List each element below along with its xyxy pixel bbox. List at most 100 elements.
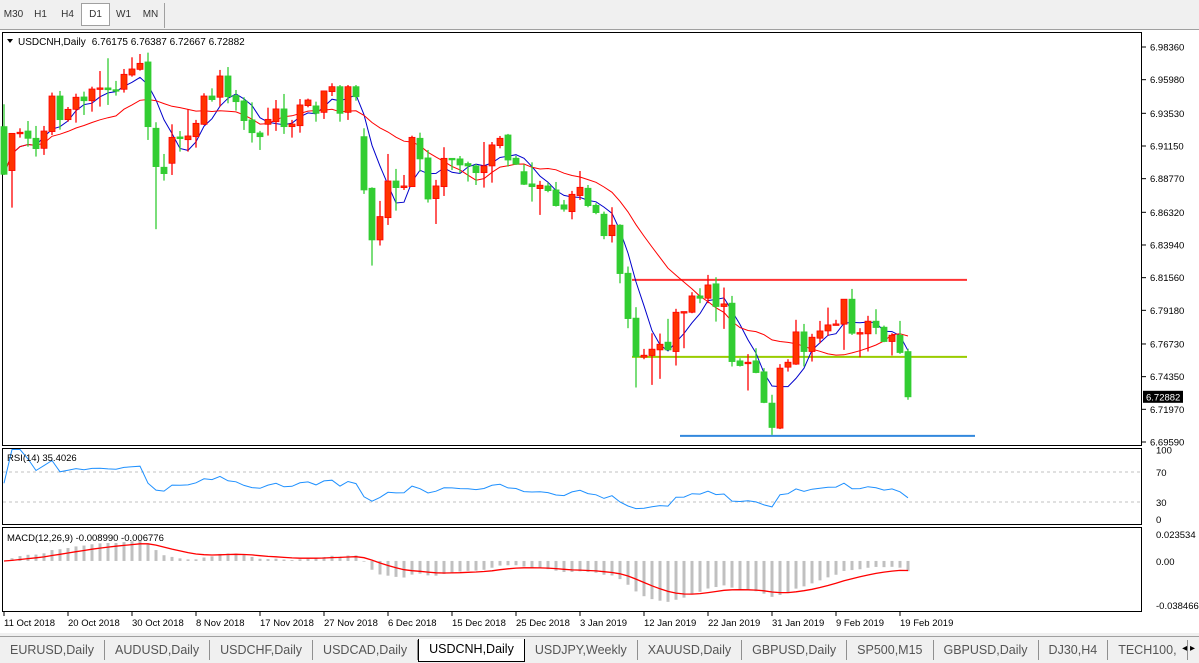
collapse-triangle-icon[interactable]	[7, 39, 13, 43]
macd-histogram-bar	[322, 557, 326, 561]
rsi-line	[3, 449, 909, 510]
macd-histogram-bar	[690, 560, 694, 595]
macd-histogram-bar	[146, 544, 150, 561]
chart-title: USDCNH,Daily	[18, 37, 86, 48]
macd-histogram-bar	[866, 560, 870, 568]
timeframe-m30[interactable]: M30	[3, 9, 24, 20]
tab-audusd-daily[interactable]: AUDUSD,Daily	[105, 640, 211, 660]
macd-histogram-bar	[658, 560, 662, 601]
macd-histogram-bar	[426, 560, 430, 576]
chart-canvas[interactable]: 6.98360 6.95980 6.93530 6.91150 6.88770 6.863…	[0, 30, 1199, 633]
candle-body	[104, 87, 112, 91]
tab-usdchf-daily[interactable]: USDCHF,Daily	[210, 640, 314, 660]
price-axis-label: 6.88770	[1150, 174, 1184, 185]
candle	[192, 119, 200, 148]
tab-gbpusd-daily-2[interactable]: GBPUSD,Daily	[934, 640, 1039, 660]
macd-histogram-bar	[786, 560, 790, 593]
candle	[792, 319, 800, 365]
candle	[648, 333, 656, 385]
macd-histogram-bar	[586, 560, 590, 572]
tab-sp500-m15[interactable]: SP500,M15	[847, 640, 934, 660]
candle	[392, 168, 400, 211]
candle	[168, 124, 176, 175]
candle-body	[320, 90, 328, 113]
tab-usdjpy-weekly[interactable]: USDJPY,Weekly	[525, 640, 638, 660]
timeframe-mn[interactable]: MN	[142, 9, 159, 20]
candle-body	[496, 137, 504, 146]
candle-body	[432, 185, 440, 199]
tab-usdcnh-daily[interactable]: USDCNH,Daily	[418, 638, 525, 662]
candle	[872, 309, 880, 335]
macd-histogram-bar	[882, 560, 886, 568]
candle	[592, 203, 600, 215]
macd-histogram-bar	[26, 554, 30, 561]
timeframe-d1[interactable]: D1	[81, 3, 110, 26]
tabs-scroll-arrows-icon[interactable]: ◂ ▸	[1182, 643, 1195, 654]
candle	[472, 163, 480, 185]
candle-body	[184, 135, 192, 141]
candle	[408, 135, 416, 188]
candle	[272, 99, 280, 131]
candle	[584, 184, 592, 208]
candle-body	[24, 130, 32, 139]
macd-histogram-bar	[458, 560, 462, 572]
timeframe-h4[interactable]: H4	[61, 9, 74, 20]
candle-body	[64, 108, 72, 121]
candle-body	[856, 332, 864, 335]
current-price-marker	[1143, 390, 1183, 403]
candle	[296, 99, 304, 133]
candle	[608, 207, 616, 243]
macd-axis-label: -0.038466	[1156, 601, 1199, 612]
macd-histogram-bar	[122, 542, 126, 561]
chart-window[interactable]: 6.98360 6.95980 6.93530 6.91150 6.88770 6.863…	[0, 30, 1199, 633]
date-axis-label: 19 Feb 2019	[900, 618, 953, 629]
macd-histogram-bar	[842, 560, 846, 571]
candle	[16, 128, 24, 138]
candle-body	[864, 320, 872, 335]
candle	[808, 333, 816, 362]
macd-histogram-bar	[490, 560, 494, 568]
candle-body	[144, 61, 152, 128]
candle-body	[120, 73, 128, 90]
chart-ohlc: 6.76175 6.76387 6.72667 6.72882	[92, 37, 245, 48]
candle	[152, 122, 160, 230]
candle-body	[40, 130, 48, 149]
candle-body	[296, 104, 304, 127]
candle-body	[312, 105, 320, 114]
tab-eurusd-daily[interactable]: EURUSD,Daily	[0, 640, 106, 660]
macd-histogram-bar	[482, 560, 486, 570]
candle-body	[32, 137, 40, 149]
macd-histogram-bar	[282, 559, 286, 561]
tab-tech100[interactable]: TECH100,	[1108, 640, 1188, 660]
candle-body	[784, 361, 792, 368]
candle	[24, 121, 32, 147]
candle	[112, 80, 120, 96]
candle-body	[808, 336, 816, 352]
candle	[416, 132, 424, 172]
timeframe-h1[interactable]: H1	[34, 9, 47, 20]
tab-gbpusd-daily[interactable]: GBPUSD,Daily	[742, 640, 848, 660]
candle-body	[352, 86, 360, 98]
tab-xauusd-daily[interactable]: XAUUSD,Daily	[638, 640, 743, 660]
candle	[728, 295, 736, 367]
candle-body	[896, 334, 904, 353]
candle-body	[128, 68, 136, 76]
candle	[536, 180, 544, 215]
price-axis-label: 6.79180	[1150, 306, 1184, 317]
tab-dj30-h4[interactable]: DJ30,H4	[1039, 640, 1109, 660]
candle-body	[392, 180, 400, 188]
timeframe-w1[interactable]: W1	[116, 9, 131, 20]
candle-body	[512, 157, 520, 165]
macd-histogram-bar	[602, 560, 606, 575]
candle-body	[256, 132, 264, 138]
candle	[504, 133, 512, 167]
macd-histogram-bar	[618, 560, 622, 580]
macd-histogram-bar	[178, 558, 182, 561]
macd-histogram-bar	[466, 560, 470, 571]
candle-body	[488, 144, 496, 167]
candle	[720, 287, 728, 329]
candle-body	[584, 187, 592, 206]
candle	[664, 318, 672, 351]
macd-histogram-bar	[154, 550, 158, 561]
tab-usdcad-daily[interactable]: USDCAD,Daily	[313, 640, 419, 660]
